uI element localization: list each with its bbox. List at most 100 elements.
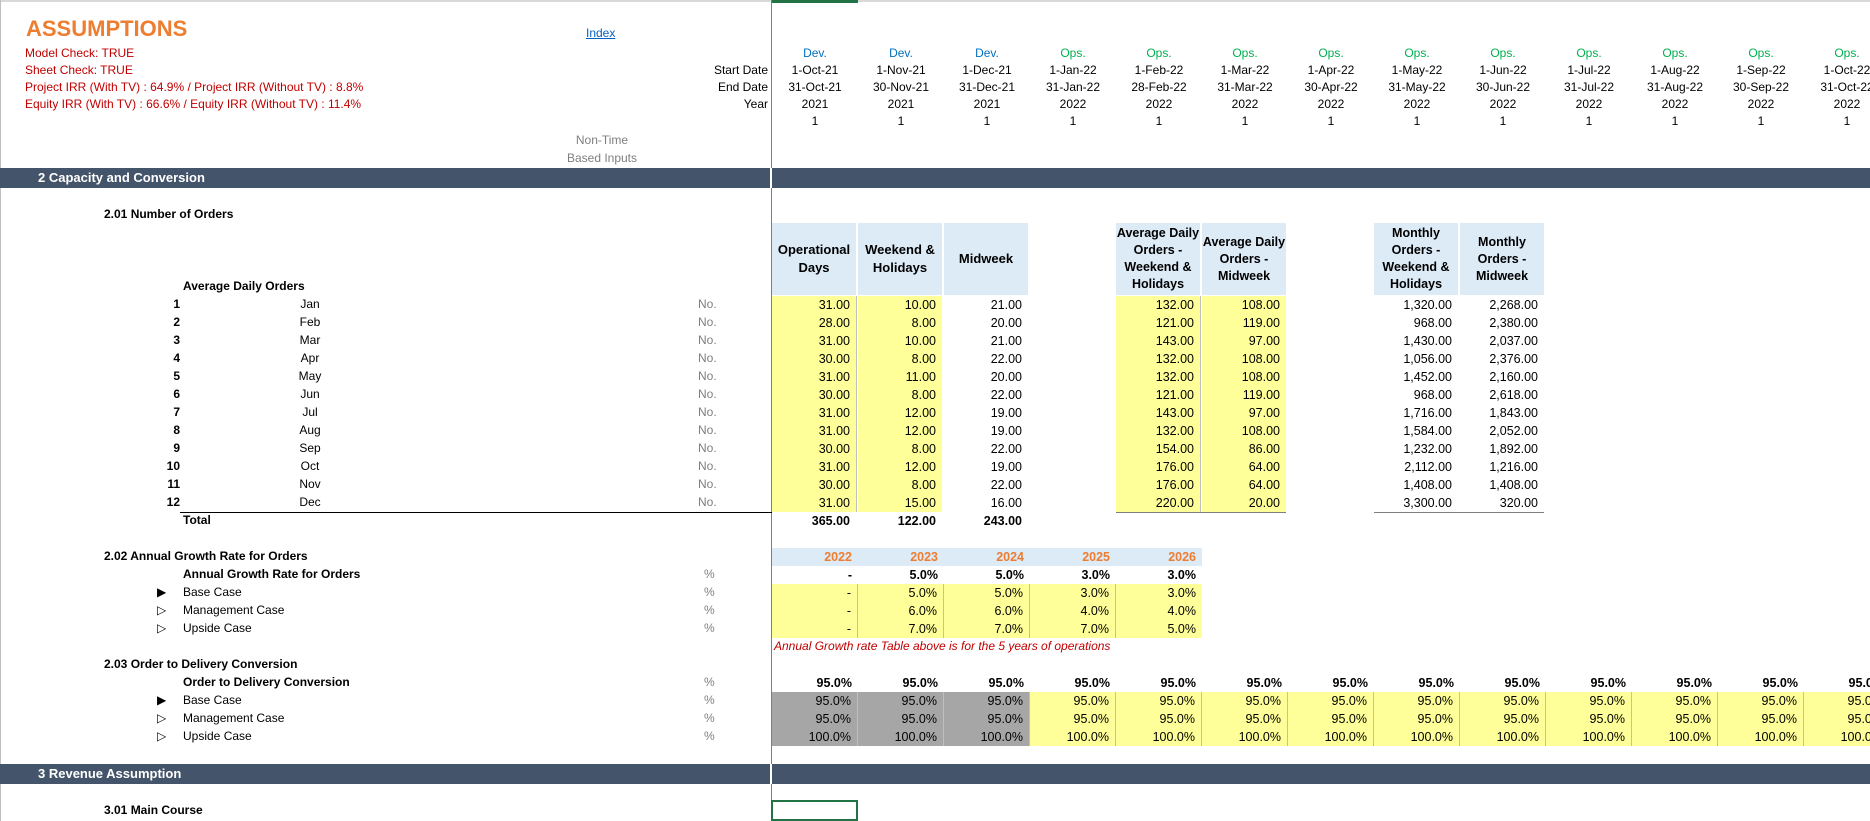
input-weekend-holidays[interactable]: 10.00	[858, 296, 942, 314]
input-weekend-holidays[interactable]: 12.00	[858, 458, 942, 476]
growth-case-input[interactable]: 5.0%	[1116, 620, 1202, 638]
input-avg-midweek[interactable]: 108.00	[1202, 296, 1286, 314]
input-operational-days[interactable]: 30.00	[772, 440, 857, 458]
conversion-case-input[interactable]: 95.0%	[1116, 710, 1202, 728]
input-weekend-holidays[interactable]: 12.00	[858, 404, 942, 422]
input-weekend-holidays[interactable]: 10.00	[858, 332, 942, 350]
conversion-case-input[interactable]: 95.0%	[772, 710, 858, 728]
conversion-case-input[interactable]: 100.0%	[1546, 728, 1632, 746]
input-avg-weekend[interactable]: 143.00	[1116, 332, 1201, 350]
input-avg-weekend[interactable]: 132.00	[1116, 422, 1201, 440]
growth-case-input[interactable]: 7.0%	[858, 620, 944, 638]
conversion-case-input[interactable]: 95.0%	[1632, 692, 1718, 710]
input-avg-midweek[interactable]: 108.00	[1202, 368, 1286, 386]
conversion-case-input[interactable]: 95.0%	[1460, 692, 1546, 710]
conversion-case-input[interactable]: 95.0%	[1546, 710, 1632, 728]
conversion-case-input[interactable]: 100.0%	[1202, 728, 1288, 746]
conversion-case-input[interactable]: 95.0%	[1202, 692, 1288, 710]
input-weekend-holidays[interactable]: 8.00	[858, 386, 942, 404]
conversion-case-input[interactable]: 95.0%	[1288, 692, 1374, 710]
growth-case-input[interactable]: 6.0%	[858, 602, 944, 620]
conversion-case-input[interactable]: 95.0%	[1116, 692, 1202, 710]
growth-case-input[interactable]: -	[772, 620, 858, 638]
growth-case-input[interactable]: 3.0%	[1116, 584, 1202, 602]
conversion-case-input[interactable]: 95.0%	[858, 692, 944, 710]
input-avg-weekend[interactable]: 220.00	[1116, 494, 1201, 512]
outline-triangle-icon[interactable]: ▷	[157, 711, 167, 725]
input-avg-weekend[interactable]: 176.00	[1116, 458, 1201, 476]
conversion-case-input[interactable]: 100.0%	[1288, 728, 1374, 746]
input-avg-weekend[interactable]: 132.00	[1116, 368, 1201, 386]
input-avg-weekend[interactable]: 132.00	[1116, 296, 1201, 314]
input-weekend-holidays[interactable]: 8.00	[858, 350, 942, 368]
conversion-case-input[interactable]: 100.0%	[772, 728, 858, 746]
growth-case-input[interactable]: 6.0%	[944, 602, 1030, 620]
conversion-case-input[interactable]: 95.0%	[1718, 692, 1804, 710]
input-avg-weekend[interactable]: 143.00	[1116, 404, 1201, 422]
conversion-case-input[interactable]: 95.0%	[1374, 710, 1460, 728]
outline-triangle-icon[interactable]: ▷	[157, 621, 167, 635]
outline-triangle-icon[interactable]: ▷	[157, 603, 167, 617]
conversion-case-input[interactable]: 95.0%	[772, 692, 858, 710]
input-operational-days[interactable]: 31.00	[772, 404, 857, 422]
input-weekend-holidays[interactable]: 8.00	[858, 314, 942, 332]
conversion-case-input[interactable]: 100.0%	[1718, 728, 1804, 746]
conversion-case-input[interactable]: 95.0%	[1030, 710, 1116, 728]
conversion-case-input[interactable]: 95.0%	[1804, 710, 1870, 728]
input-avg-weekend[interactable]: 121.00	[1116, 386, 1201, 404]
input-avg-midweek[interactable]: 108.00	[1202, 350, 1286, 368]
index-link[interactable]: Index	[586, 26, 616, 40]
conversion-case-input[interactable]: 95.0%	[1718, 710, 1804, 728]
conversion-case-input[interactable]: 95.0%	[1804, 692, 1870, 710]
input-operational-days[interactable]: 28.00	[772, 314, 857, 332]
input-operational-days[interactable]: 31.00	[772, 494, 857, 512]
conversion-case-input[interactable]: 95.0%	[1030, 692, 1116, 710]
input-avg-midweek[interactable]: 86.00	[1202, 440, 1286, 458]
input-avg-midweek[interactable]: 64.00	[1202, 458, 1286, 476]
conversion-case-input[interactable]: 100.0%	[944, 728, 1030, 746]
input-avg-midweek[interactable]: 64.00	[1202, 476, 1286, 494]
conversion-case-input[interactable]: 100.0%	[1030, 728, 1116, 746]
input-weekend-holidays[interactable]: 11.00	[858, 368, 942, 386]
conversion-case-input[interactable]: 95.0%	[944, 710, 1030, 728]
conversion-case-input[interactable]: 100.0%	[1116, 728, 1202, 746]
input-operational-days[interactable]: 31.00	[772, 458, 857, 476]
input-operational-days[interactable]: 30.00	[772, 350, 857, 368]
conversion-case-input[interactable]: 95.0%	[1202, 710, 1288, 728]
growth-case-input[interactable]: 5.0%	[944, 584, 1030, 602]
conversion-case-input[interactable]: 100.0%	[858, 728, 944, 746]
input-avg-weekend[interactable]: 132.00	[1116, 350, 1201, 368]
filled-triangle-icon[interactable]: ▶	[157, 585, 167, 599]
conversion-case-input[interactable]: 100.0%	[1374, 728, 1460, 746]
input-avg-weekend[interactable]: 176.00	[1116, 476, 1201, 494]
growth-case-input[interactable]: 3.0%	[1030, 584, 1116, 602]
growth-case-input[interactable]: -	[772, 602, 858, 620]
outline-triangle-icon[interactable]: ▷	[157, 729, 167, 743]
conversion-case-input[interactable]: 95.0%	[858, 710, 944, 728]
input-avg-weekend[interactable]: 121.00	[1116, 314, 1201, 332]
input-operational-days[interactable]: 31.00	[772, 368, 857, 386]
input-avg-midweek[interactable]: 108.00	[1202, 422, 1286, 440]
conversion-case-input[interactable]: 100.0%	[1804, 728, 1870, 746]
input-weekend-holidays[interactable]: 8.00	[858, 440, 942, 458]
growth-case-input[interactable]: 4.0%	[1030, 602, 1116, 620]
input-weekend-holidays[interactable]: 15.00	[858, 494, 942, 512]
selected-cell[interactable]	[771, 800, 858, 821]
input-weekend-holidays[interactable]: 12.00	[858, 422, 942, 440]
input-operational-days[interactable]: 31.00	[772, 422, 857, 440]
conversion-case-input[interactable]: 95.0%	[944, 692, 1030, 710]
input-operational-days[interactable]: 31.00	[772, 332, 857, 350]
growth-case-input[interactable]: 7.0%	[1030, 620, 1116, 638]
input-weekend-holidays[interactable]: 8.00	[858, 476, 942, 494]
conversion-case-input[interactable]: 95.0%	[1288, 710, 1374, 728]
growth-case-input[interactable]: -	[772, 584, 858, 602]
growth-case-input[interactable]: 7.0%	[944, 620, 1030, 638]
input-avg-midweek[interactable]: 97.00	[1202, 404, 1286, 422]
input-avg-midweek[interactable]: 119.00	[1202, 386, 1286, 404]
conversion-case-input[interactable]: 95.0%	[1546, 692, 1632, 710]
conversion-case-input[interactable]: 95.0%	[1460, 710, 1546, 728]
growth-case-input[interactable]: 4.0%	[1116, 602, 1202, 620]
conversion-case-input[interactable]: 100.0%	[1460, 728, 1546, 746]
filled-triangle-icon[interactable]: ▶	[157, 693, 167, 707]
input-avg-midweek[interactable]: 97.00	[1202, 332, 1286, 350]
